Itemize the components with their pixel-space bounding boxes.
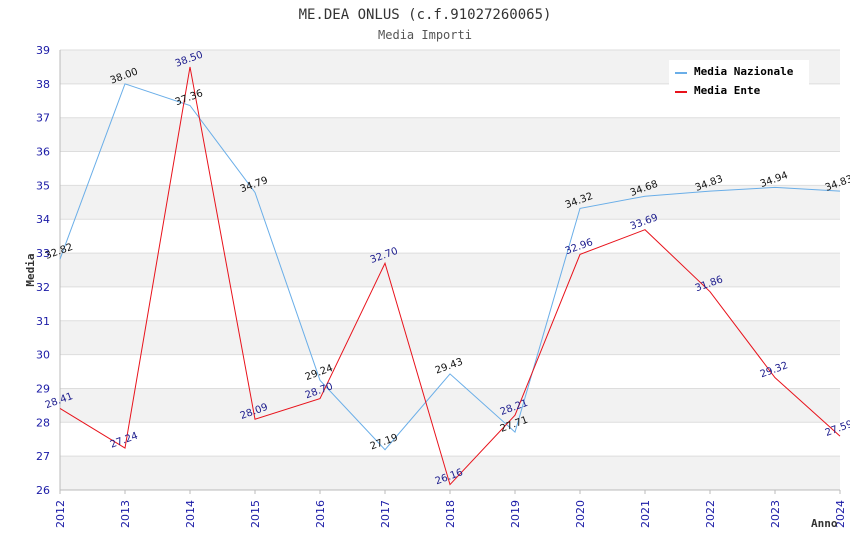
x-tick-label: 2024 (834, 500, 847, 528)
plot-band (60, 320, 840, 355)
y-tick-label: 28 (36, 416, 50, 429)
y-tick-label: 29 (36, 382, 50, 395)
x-tick-label: 2018 (444, 500, 457, 528)
x-tick-label: 2016 (314, 500, 327, 528)
y-tick-label: 31 (36, 315, 50, 328)
x-tick-label: 2023 (769, 500, 782, 528)
x-tick-label: 2021 (639, 500, 652, 528)
y-tick-label: 37 (36, 112, 50, 125)
plot-band (60, 388, 840, 423)
y-tick-label: 36 (36, 146, 50, 159)
y-tick-label: 26 (36, 484, 50, 497)
x-tick-label: 2019 (509, 500, 522, 528)
y-tick-label: 27 (36, 450, 50, 463)
data-label-media-nazionale: 29.43 (434, 356, 465, 376)
chart-title: ME.DEA ONLUS (c.f.91027260065) (299, 7, 552, 23)
y-axis-label: Media (24, 253, 37, 286)
legend-box (669, 60, 809, 101)
legend-label-media-nazionale: Media Nazionale (694, 65, 794, 78)
x-tick-label: 2014 (184, 500, 197, 528)
y-tick-label: 35 (36, 179, 50, 192)
x-tick-label: 2012 (54, 500, 67, 528)
y-tick-label: 34 (36, 213, 50, 226)
x-tick-label: 2017 (379, 500, 392, 528)
y-axis-ticks: 26 27 28 29 30 31 32 33 34 35 36 37 38 39 (36, 44, 50, 497)
y-tick-label: 33 (36, 247, 50, 260)
series-line-media-nazionale (59, 83, 841, 451)
series-line-media-ente (59, 66, 841, 486)
y-tick-label: 38 (36, 78, 50, 91)
plot-band (60, 117, 840, 152)
series-lines (59, 66, 841, 486)
x-tick-label: 2020 (574, 500, 587, 528)
plot-band (60, 253, 840, 287)
y-tick-label: 39 (36, 44, 50, 57)
x-axis-ticks: 2012 2013 2014 2015 2016 2017 2018 2019 2020 2021… (54, 490, 847, 528)
plot-background-bands (60, 50, 840, 490)
chart-subtitle: Media Importi (378, 28, 472, 42)
x-tick-label: 2022 (704, 500, 717, 528)
x-tick-label: 2015 (249, 500, 262, 528)
x-tick-label: 2013 (119, 500, 132, 528)
y-tick-label: 32 (36, 281, 50, 294)
x-axis-label: Anno (811, 517, 838, 530)
data-label-media-nazionale: 29.24 (304, 363, 335, 383)
legend: Media Nazionale Media Ente (669, 60, 809, 101)
y-tick-label: 30 (36, 349, 50, 362)
legend-label-media-ente: Media Ente (694, 84, 761, 97)
